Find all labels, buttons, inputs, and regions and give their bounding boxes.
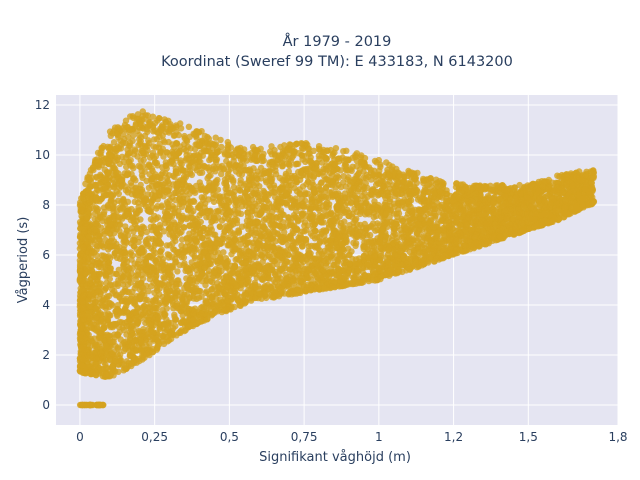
data-point <box>305 150 312 157</box>
data-point <box>361 239 368 246</box>
data-point <box>169 240 176 247</box>
data-point <box>315 143 323 150</box>
data-point <box>279 177 286 184</box>
data-point <box>151 289 158 296</box>
data-point <box>165 254 172 261</box>
chart-title-line-1: År 1979 - 2019 <box>283 33 392 50</box>
data-point <box>272 167 279 174</box>
data-point <box>172 189 180 197</box>
data-point <box>186 162 193 169</box>
data-point <box>144 242 152 249</box>
data-point <box>252 186 260 194</box>
data-point <box>118 199 125 206</box>
data-point <box>228 251 235 258</box>
data-point <box>134 271 142 278</box>
data-point <box>114 154 122 161</box>
data-point <box>145 288 152 295</box>
data-point <box>299 156 306 163</box>
data-point <box>281 142 288 149</box>
chart-title-line-2: Koordinat (Sweref 99 TM): E 433183, N 61… <box>161 54 513 70</box>
data-point <box>211 284 218 291</box>
data-point <box>191 198 198 205</box>
data-point <box>368 222 375 230</box>
data-point <box>257 164 265 172</box>
data-point <box>285 168 292 175</box>
data-point <box>171 132 178 139</box>
data-point <box>133 217 140 225</box>
data-point <box>160 193 167 200</box>
data-point <box>154 203 161 210</box>
data-point <box>322 193 330 201</box>
data-point <box>215 273 222 281</box>
data-point <box>139 174 146 181</box>
data-point <box>372 227 379 234</box>
data-point <box>343 147 350 154</box>
data-point <box>163 242 170 249</box>
data-point <box>114 280 122 287</box>
data-point <box>152 159 159 166</box>
data-point <box>271 146 278 154</box>
data-points <box>76 108 598 409</box>
data-point <box>109 176 116 183</box>
data-point <box>214 289 221 297</box>
data-point <box>374 220 381 227</box>
data-point <box>117 137 124 144</box>
data-point <box>220 249 227 256</box>
data-point <box>399 217 406 225</box>
data-point <box>248 229 255 237</box>
data-point <box>206 167 213 174</box>
data-point <box>310 147 317 154</box>
data-point <box>191 164 199 171</box>
data-point <box>100 358 108 366</box>
data-point <box>116 255 124 262</box>
data-point <box>132 147 139 155</box>
data-point <box>294 160 302 167</box>
data-point <box>334 172 341 180</box>
data-point <box>218 170 225 178</box>
data-point <box>143 236 150 244</box>
data-point <box>145 184 153 191</box>
data-point <box>98 242 106 249</box>
data-point <box>339 226 347 234</box>
data-point <box>130 132 137 139</box>
data-point <box>162 321 169 328</box>
data-point <box>352 242 359 250</box>
data-point <box>120 339 128 346</box>
data-point <box>116 227 123 235</box>
data-point <box>173 123 180 131</box>
data-point <box>180 223 187 231</box>
data-point <box>170 160 177 168</box>
data-point <box>114 351 121 358</box>
data-point <box>146 162 153 169</box>
